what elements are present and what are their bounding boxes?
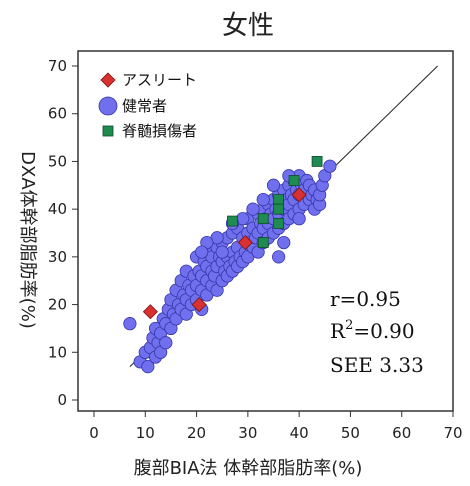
athlete-point bbox=[237, 234, 253, 251]
healthy-point bbox=[246, 202, 260, 216]
healthy-point bbox=[266, 178, 281, 192]
stat-r2-superscript: 2 bbox=[345, 318, 353, 333]
legend-label-healthy: 健常者 bbox=[122, 97, 167, 115]
healthy-point bbox=[256, 193, 270, 207]
healthy-point bbox=[195, 245, 209, 259]
y-tick-label: 10 bbox=[48, 343, 67, 361]
chart-title: 女性 bbox=[222, 11, 274, 41]
y-tick-label: 20 bbox=[48, 296, 67, 314]
healthy-point bbox=[323, 159, 337, 173]
athlete-point bbox=[291, 187, 307, 203]
athlete-point bbox=[142, 304, 158, 320]
x-tick-label: 60 bbox=[392, 424, 411, 442]
spinal-injury-point bbox=[257, 237, 269, 248]
x-tick-label: 30 bbox=[238, 424, 257, 442]
spinal-injury-point bbox=[311, 156, 323, 167]
legend-label-spinal-injury: 脊髄損傷者 bbox=[122, 122, 197, 140]
y-tick-label: 40 bbox=[48, 200, 67, 218]
spinal-injury-point bbox=[257, 213, 269, 225]
stat-r: r=0.95 bbox=[330, 287, 401, 311]
plot-frame bbox=[77, 50, 454, 412]
spinal-injury-point bbox=[288, 175, 300, 186]
spinal-injury-point bbox=[273, 203, 285, 215]
stat-see: SEE 3.33 bbox=[330, 353, 424, 377]
stat-r2-value: =0.90 bbox=[353, 319, 414, 343]
data-points bbox=[123, 156, 337, 374]
x-tick-label: 20 bbox=[187, 424, 206, 442]
x-tick-label: 0 bbox=[89, 424, 99, 442]
healthy-point bbox=[215, 245, 229, 259]
legend-label-athlete: アスリート bbox=[122, 71, 197, 89]
y-tick-label: 0 bbox=[57, 391, 67, 409]
x-tick-label: 40 bbox=[290, 424, 309, 442]
stat-r2-letter: R bbox=[330, 319, 346, 343]
y-tick-label: 60 bbox=[48, 105, 67, 123]
y-tick-label: 50 bbox=[48, 152, 67, 170]
healthy-point bbox=[123, 317, 137, 331]
x-tick-label: 10 bbox=[136, 424, 155, 442]
y-tick-label: 30 bbox=[48, 248, 67, 266]
y-tick-label: 70 bbox=[48, 57, 67, 75]
legend-marker-healthy bbox=[98, 96, 118, 116]
x-axis: 0 10 20 30 40 50 60 70 bbox=[89, 411, 463, 442]
athlete-point bbox=[191, 297, 207, 313]
x-tick-label: 50 bbox=[341, 424, 360, 442]
healthy-point bbox=[141, 359, 155, 374]
stat-r2: R2=0.90 bbox=[330, 318, 415, 343]
y-axis: 0 10 20 30 40 50 60 70 bbox=[48, 57, 78, 409]
legend-marker-spinal-injury bbox=[102, 125, 114, 137]
healthy-point bbox=[277, 235, 291, 250]
x-tick-label: 70 bbox=[443, 424, 462, 442]
x-axis-label: 腹部BIA法 体幹部脂肪率(%) bbox=[134, 458, 363, 479]
spinal-injury-point bbox=[273, 218, 285, 229]
healthy-point bbox=[292, 212, 306, 226]
spinal-injury-point bbox=[273, 194, 285, 206]
y-axis-label: DXA体幹部脂肪率(%) bbox=[17, 151, 38, 329]
spinal-injury-point bbox=[227, 215, 238, 227]
healthy-point bbox=[159, 336, 173, 350]
legend-marker-athlete bbox=[100, 72, 116, 88]
legend: アスリート 健常者 脊髄損傷者 bbox=[98, 71, 197, 140]
statistics-annotation: r=0.95 R2=0.90 SEE 3.33 bbox=[330, 287, 424, 377]
healthy-point bbox=[272, 250, 286, 264]
